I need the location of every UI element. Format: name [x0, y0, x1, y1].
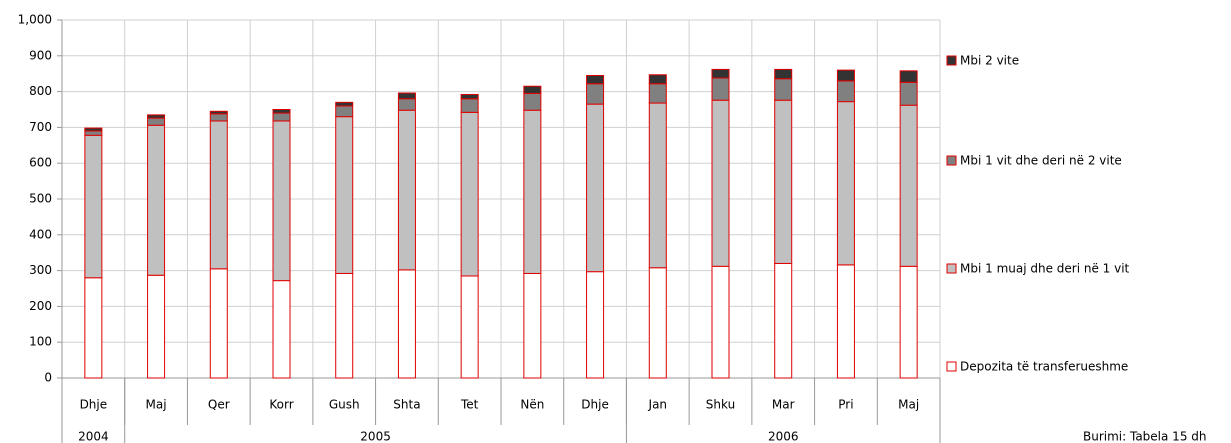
bar-segment [272, 112, 291, 122]
legend-swatch [946, 263, 957, 274]
bar-segment [147, 124, 166, 276]
y-tick-label: 900 [29, 48, 52, 62]
x-tick-label: Mar [772, 398, 795, 412]
y-tick-label: 800 [29, 84, 52, 98]
bar-segment [774, 99, 793, 264]
bar-segment [774, 78, 793, 101]
bar-segment [272, 109, 291, 114]
bar-segment [272, 280, 291, 379]
bar-segment [335, 116, 354, 274]
bar-segment [523, 109, 542, 274]
bar-segment [523, 272, 542, 379]
x-tick-label: Pri [838, 398, 853, 412]
bar-segment [397, 109, 416, 271]
bar-segment [209, 268, 228, 379]
bar-segment [836, 69, 855, 82]
bar-segment [84, 277, 103, 379]
x-tick-label: Korr [269, 398, 293, 412]
bar-segment [84, 127, 103, 132]
bar-segment [899, 70, 918, 83]
year-label: 2006 [768, 430, 799, 443]
bar-segment [209, 120, 228, 270]
bar-segment [523, 92, 542, 111]
bar-segment [586, 103, 605, 273]
x-tick-label: Gush [329, 398, 360, 412]
x-tick-label: Maj [898, 398, 919, 412]
y-tick-label: 200 [29, 299, 52, 313]
x-tick-label: Dhje [80, 398, 108, 412]
bar-segment [335, 101, 354, 107]
x-tick-label: Nën [520, 398, 544, 412]
legend-label: Mbi 1 vit dhe deri në 2 vite [960, 154, 1122, 168]
bar-segment [899, 265, 918, 379]
bar-segment [272, 120, 291, 282]
year-label: 2004 [78, 430, 109, 443]
bar-segment [711, 99, 730, 267]
bar-segment [397, 98, 416, 111]
legend-label: Mbi 2 vite [960, 54, 1019, 68]
bar-segment [899, 104, 918, 267]
bar-segment [836, 264, 855, 379]
bar-segment [774, 68, 793, 80]
bar-segment [899, 81, 918, 106]
bar-segment [209, 110, 228, 115]
x-tick-label: Qer [208, 398, 230, 412]
legend-swatch [946, 55, 957, 66]
y-tick-label: 1,000 [18, 13, 52, 27]
bar-segment [711, 77, 730, 101]
bar-segment [84, 130, 103, 136]
x-tick-label: Dhje [581, 398, 609, 412]
bar-segment [586, 271, 605, 379]
legend-swatch [946, 361, 957, 372]
y-tick-label: 400 [29, 227, 52, 241]
bar-segment [774, 262, 793, 379]
year-label: 2005 [360, 430, 391, 443]
bar-segment [836, 80, 855, 103]
x-tick-label: Maj [146, 398, 167, 412]
bar-segment [460, 275, 479, 379]
bar-segment [397, 92, 416, 100]
x-tick-label: Shta [393, 398, 420, 412]
bar-segment [335, 105, 354, 118]
bar-segment [460, 93, 479, 100]
bar-segment [84, 134, 103, 279]
bar-segment [147, 274, 166, 379]
x-tick-label: Jan [648, 398, 668, 412]
bar-segment [460, 111, 479, 277]
bar-segment [523, 85, 542, 94]
x-tick-label: Shku [706, 398, 735, 412]
bar-segment [147, 117, 166, 126]
legend-swatch [946, 155, 957, 166]
bar-segment [648, 83, 667, 104]
legend-label: Depozita të transferueshme [960, 360, 1128, 374]
y-tick-label: 100 [29, 335, 52, 349]
bar-segment [460, 98, 479, 113]
y-tick-label: 700 [29, 120, 52, 134]
bar-segment [648, 267, 667, 379]
bar-segment [648, 74, 667, 85]
bar-segment [209, 113, 228, 122]
y-tick-label: 300 [29, 263, 52, 277]
source-note: Burimi: Tabela 15 dh [1083, 430, 1207, 443]
bar-segment [586, 83, 605, 105]
y-tick-label: 500 [29, 192, 52, 206]
bar-segment [711, 68, 730, 79]
bar-segment [397, 269, 416, 379]
bar-segment [335, 272, 354, 379]
bar-segment [648, 102, 667, 269]
y-tick-label: 600 [29, 156, 52, 170]
bar-segment [586, 74, 605, 85]
bar-segment [711, 265, 730, 379]
bar-segment [836, 101, 855, 266]
y-tick-label: 0 [44, 371, 52, 385]
legend-label: Mbi 1 muaj dhe deri në 1 vit [960, 262, 1130, 276]
x-tick-label: Tet [460, 398, 479, 412]
bar-segment [147, 114, 166, 119]
